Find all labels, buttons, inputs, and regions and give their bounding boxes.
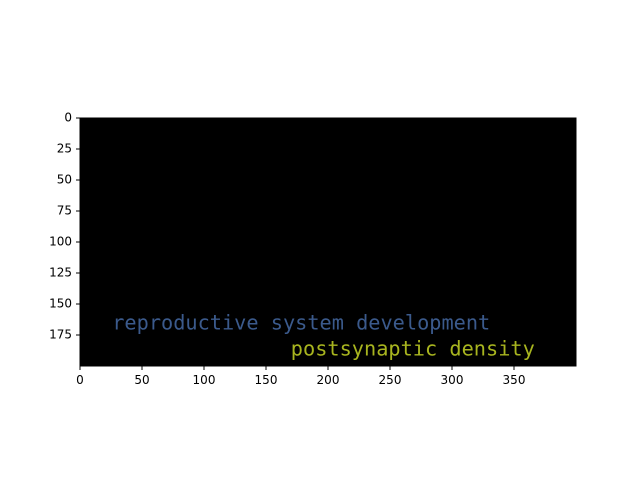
y-tick-label: 75 (57, 204, 72, 218)
annotation-text: reproductive system development (112, 310, 490, 334)
y-axis: 0 25 50 75 100 125 150 175 (49, 111, 80, 342)
x-tick-label: 50 (134, 373, 149, 387)
x-tick-label: 150 (255, 373, 278, 387)
plot-area (80, 118, 576, 366)
y-tick-label: 150 (49, 297, 72, 311)
y-tick-label: 100 (49, 235, 72, 249)
x-tick-label: 100 (193, 373, 216, 387)
x-tick-label: 0 (76, 373, 84, 387)
x-tick-label: 200 (317, 373, 340, 387)
annotations: reproductive system developmentpostsynap… (112, 310, 535, 360)
annotation-text: postsynaptic density (291, 336, 535, 360)
x-tick-label: 350 (503, 373, 526, 387)
y-tick-label: 0 (64, 111, 72, 125)
y-tick-label: 50 (57, 173, 72, 187)
x-axis: 0 50 100 150 200 250 300 350 (76, 366, 525, 387)
x-tick-label: 300 (441, 373, 464, 387)
y-tick-label: 125 (49, 266, 72, 280)
y-tick-label: 25 (57, 142, 72, 156)
x-tick-label: 250 (379, 373, 402, 387)
y-tick-label: 175 (49, 328, 72, 342)
